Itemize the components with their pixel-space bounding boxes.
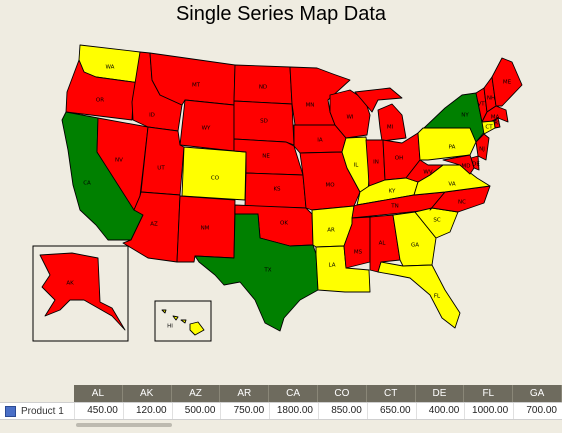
column-header-fl[interactable]: FL <box>464 385 514 402</box>
state-label-ia: IA <box>317 138 323 144</box>
state-label-co: CO <box>211 176 220 182</box>
state-label-ri: RI <box>494 121 500 127</box>
state-label-il: IL <box>354 163 360 169</box>
row-header: Product 1 <box>0 403 74 419</box>
column-header-ar[interactable]: AR <box>220 385 270 402</box>
table-cell: 700.00 <box>513 403 562 419</box>
state-label-nh: NH <box>487 96 495 102</box>
column-header-de[interactable]: DE <box>416 385 465 402</box>
state-co[interactable] <box>181 146 247 201</box>
state-label-nj: NJ <box>479 147 485 153</box>
state-label-ct: CT <box>485 125 493 131</box>
state-label-hi: HI <box>167 324 173 330</box>
state-label-ak: AK <box>66 281 74 287</box>
state-label-ky: KY <box>389 189 396 195</box>
state-label-ks: KS <box>273 187 281 193</box>
scrollbar-thumb[interactable] <box>76 423 172 427</box>
series-swatch <box>5 405 16 417</box>
state-ut[interactable] <box>140 126 185 196</box>
table-cell: 650.00 <box>366 403 416 419</box>
state-label-ga: GA <box>411 243 419 249</box>
state-label-or: OR <box>96 98 104 104</box>
table-cell: 500.00 <box>171 403 221 419</box>
state-label-va: VA <box>448 182 455 188</box>
table-cell: 850.00 <box>317 403 367 419</box>
table-cell: 450.00 <box>74 403 123 419</box>
state-label-ne: NE <box>262 154 270 160</box>
state-label-nd: ND <box>259 85 267 91</box>
state-label-me: ME <box>503 80 512 86</box>
state-label-vt: VT <box>477 102 485 108</box>
state-label-mn: MN <box>306 103 315 109</box>
state-label-ca: CA <box>83 181 91 187</box>
state-label-wy: WY <box>202 126 211 132</box>
state-label-ar: AR <box>327 228 335 234</box>
column-header-az[interactable]: AZ <box>172 385 221 402</box>
column-header-co[interactable]: CO <box>318 385 367 402</box>
state-label-de: DE <box>472 162 480 168</box>
state-label-tn: TN <box>390 204 398 210</box>
state-label-fl: FL <box>434 294 441 300</box>
table-row: Product 1 450.00 120.00 500.00 750.00 1800.0… <box>0 402 562 420</box>
table-header-row: AL AK AZ AR CA CO CT DE FL GA <box>74 385 562 402</box>
state-sc[interactable] <box>414 207 459 239</box>
state-ak[interactable] <box>39 252 126 331</box>
state-label-la: LA <box>329 263 336 269</box>
column-header-ak[interactable]: AK <box>123 385 172 402</box>
row-label: Product 1 <box>21 405 64 417</box>
states-layer <box>39 44 523 336</box>
table-cell: 750.00 <box>220 403 269 419</box>
state-label-al: AL <box>379 241 387 247</box>
state-fl[interactable] <box>377 261 461 329</box>
column-header-ca[interactable]: CA <box>269 385 318 402</box>
state-label-wa: WA <box>106 65 115 71</box>
state-label-in: IN <box>373 160 379 166</box>
state-label-mo: MO <box>325 183 335 189</box>
table-cell: 120.00 <box>122 403 172 419</box>
state-hi[interactable] <box>161 309 205 336</box>
state-label-sc: SC <box>433 218 440 224</box>
state-label-md: MD <box>462 164 471 170</box>
state-label-az: AZ <box>150 222 158 228</box>
state-label-oh: OH <box>395 156 403 162</box>
alaska-inset-frame <box>32 245 129 342</box>
state-label-ut: UT <box>157 166 165 172</box>
state-mi[interactable] <box>354 87 407 142</box>
us-map: WA OR CA NV ID MT WY UT AZ CO NM ND SD NE KS OK TX MN IA MO… <box>32 44 523 342</box>
state-label-ma: MA <box>491 115 500 121</box>
state-label-id: ID <box>149 113 155 119</box>
state-ct[interactable] <box>481 120 496 135</box>
table-cell: 1800.00 <box>269 403 318 419</box>
column-header-ga[interactable]: GA <box>513 385 562 402</box>
state-label-mi: MI <box>387 125 394 131</box>
state-label-ok: OK <box>280 221 288 227</box>
column-header-ct[interactable]: CT <box>367 385 416 402</box>
state-label-ms: MS <box>354 250 363 256</box>
state-label-nv: NV <box>115 158 123 164</box>
hawaii-inset-frame <box>154 300 212 342</box>
state-label-wv: WV <box>423 170 432 176</box>
chart-title: Single Series Map Data <box>175 3 387 25</box>
table-cell: 400.00 <box>415 403 465 419</box>
state-wi[interactable] <box>329 89 371 139</box>
state-label-pa: PA <box>449 145 456 151</box>
state-label-mt: MT <box>192 83 201 89</box>
state-label-tx: TX <box>263 268 271 274</box>
state-md[interactable] <box>442 154 475 175</box>
state-label-wi: WI <box>346 115 353 121</box>
horizontal-scrollbar[interactable] <box>74 422 562 429</box>
state-mn[interactable] <box>289 66 351 126</box>
state-label-ny: NY <box>461 113 469 119</box>
table-cell: 1000.00 <box>464 403 513 419</box>
state-label-nm: NM <box>201 226 210 232</box>
state-label-sd: SD <box>260 119 268 125</box>
state-nj[interactable] <box>475 133 490 161</box>
labels-layer: WA OR CA NV ID MT WY UT AZ CO NM ND SD NE KS OK TX MN IA MO… <box>66 65 511 330</box>
state-label-nc: NC <box>458 200 466 206</box>
column-header-al[interactable]: AL <box>74 385 123 402</box>
